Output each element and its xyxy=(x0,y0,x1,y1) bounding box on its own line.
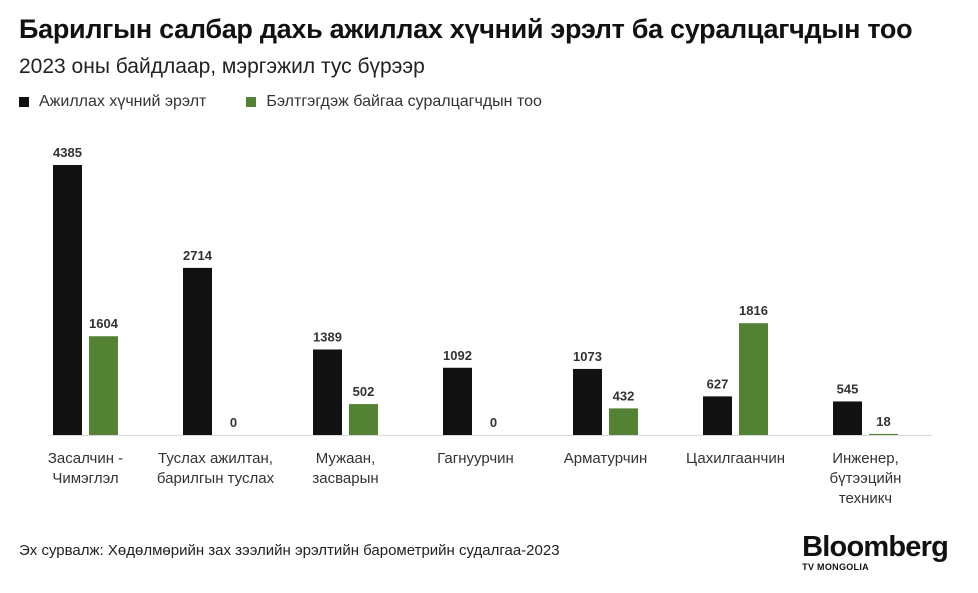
category-label-6: Инженер, бүтээцийн техникч xyxy=(830,450,902,507)
brand-subtitle: TV MONGOLIA xyxy=(802,562,869,572)
data-label-demand-0: 4385 xyxy=(53,145,82,160)
bar-students-4 xyxy=(609,408,638,435)
category-label-4: Арматурчин xyxy=(564,450,648,467)
legend-label-students: Бэлтгэгдэж байгаа суралцагчдын тоо xyxy=(266,93,542,110)
bar-students-5 xyxy=(739,323,768,435)
category-label-2: Мужаан, засварын xyxy=(312,450,378,487)
legend-swatch-students xyxy=(246,97,257,107)
bar-students-2 xyxy=(349,404,378,435)
data-label-demand-1: 2714 xyxy=(183,248,213,263)
bar-demand-6 xyxy=(833,401,862,435)
data-label-demand-6: 545 xyxy=(837,381,859,396)
data-label-students-3: 0 xyxy=(490,415,497,430)
bar-students-0 xyxy=(89,336,118,435)
legend: Ажиллах хүчний эрэлт Бэлтгэгдэж байгаа с… xyxy=(19,93,582,111)
bar-students-6 xyxy=(869,433,898,435)
bar-demand-1 xyxy=(183,267,212,435)
data-label-demand-4: 1073 xyxy=(573,349,602,364)
brand-name: Bloomberg xyxy=(802,531,949,563)
category-label-1: Туслах ажилтан, барилгын туслах xyxy=(157,450,275,487)
data-label-students-6: 18 xyxy=(876,414,890,429)
chart-subtitle: 2023 оны байдлаар, мэргэжил тус бүрээр xyxy=(19,55,425,78)
data-label-demand-2: 1389 xyxy=(313,329,342,344)
bar-demand-2 xyxy=(313,349,342,435)
legend-item-students: Бэлтгэгдэж байгаа суралцагчдын тоо xyxy=(246,93,542,111)
source-note: Эх сурвалж: Хөдөлмөрийн зах зээлийн эрэл… xyxy=(19,542,560,559)
category-label-5: Цахилгаанчин xyxy=(686,450,785,467)
data-label-students-2: 502 xyxy=(353,384,375,399)
legend-label-demand: Ажиллах хүчний эрэлт xyxy=(39,93,207,110)
data-label-demand-3: 1092 xyxy=(443,348,472,363)
data-label-students-5: 1816 xyxy=(739,303,768,318)
data-label-demand-5: 627 xyxy=(707,376,729,391)
data-label-students-0: 1604 xyxy=(89,316,119,331)
bar-demand-4 xyxy=(573,368,602,435)
data-label-students-4: 432 xyxy=(613,388,635,403)
data-label-students-1: 0 xyxy=(230,415,237,430)
brand-logo: Bloomberg TV MONGOLIA xyxy=(802,531,949,572)
category-label-0: Засалчин -Чимэглэл xyxy=(48,450,123,487)
legend-swatch-demand xyxy=(19,97,29,107)
category-label-3: Гагнуурчин xyxy=(437,450,514,467)
legend-item-demand: Ажиллах хүчний эрэлт xyxy=(19,93,206,111)
bar-demand-3 xyxy=(443,367,472,435)
chart-title: Барилгын салбар дахь ажиллах хүчний эрэл… xyxy=(19,14,913,44)
bar-demand-0 xyxy=(53,165,82,435)
bar-demand-5 xyxy=(703,396,732,435)
